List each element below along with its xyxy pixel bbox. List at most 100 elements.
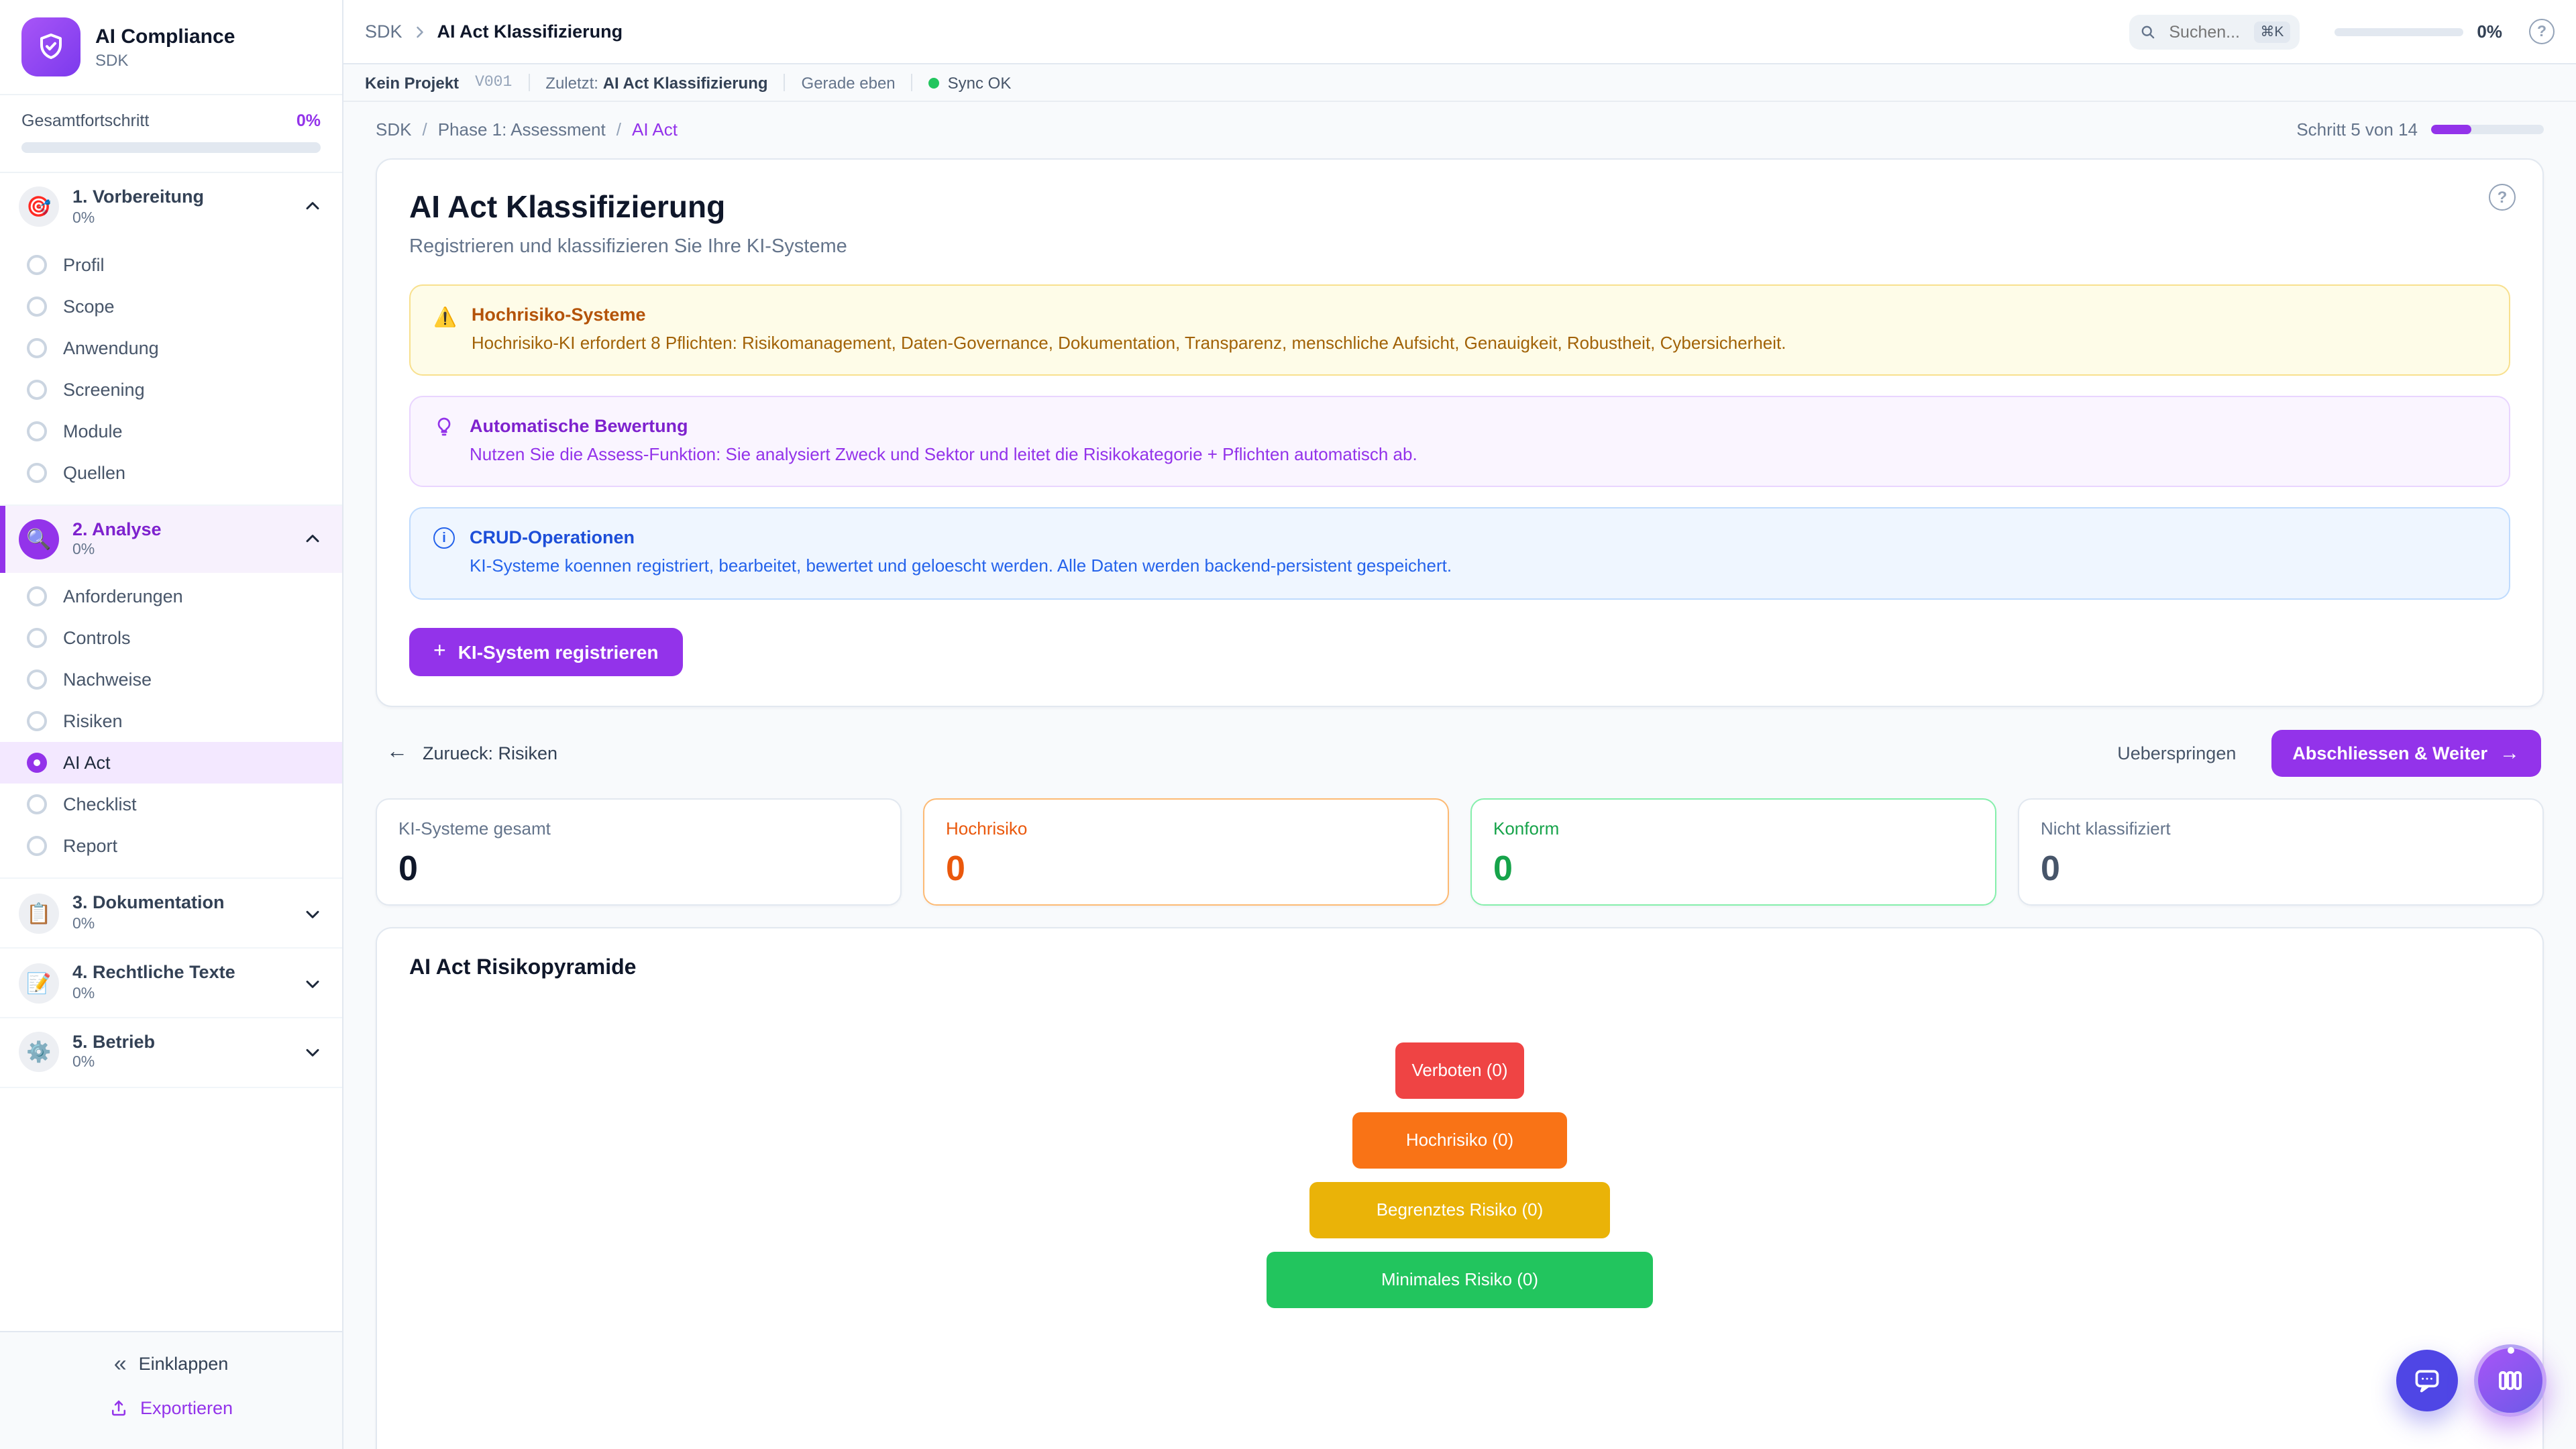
finish-next-button[interactable]: Abschliessen & Weiter → [2271,729,2541,777]
sync-label: Sync OK [947,73,1012,92]
sidebar-item-nachweise[interactable]: Nachweise [0,659,342,701]
radio-unselected-icon [27,586,47,607]
divider [528,74,530,91]
sidebar-section-vorbereitung[interactable]: 🎯 1. Vorbereitung 0% [0,173,342,241]
step-label: Schritt 5 von 14 [2296,119,2418,140]
sidebar-section-analyse[interactable]: 🔍 2. Analyse 0% [0,505,342,574]
app-subtitle: SDK [95,50,129,69]
help-icon[interactable]: ? [2529,19,2555,44]
sidebar-item-module[interactable]: Module [0,410,342,451]
board-fab-button[interactable] [2474,1344,2546,1417]
sidebar-section-betrieb[interactable]: ⚙️ 5. Betrieb 0% [0,1018,342,1086]
chevron-up-icon [302,197,323,218]
section-label: 5. Betrieb [72,1031,156,1052]
sidebar-section-rechtliche-texte[interactable]: 📝 4. Rechtliche Texte 0% [0,949,342,1016]
stat-value: 0 [946,847,965,888]
sidebar-item-risiken[interactable]: Risiken [0,701,342,743]
info-icon: i [433,527,455,549]
main-column: SDK AI Act Klassifizierung ⌘K 0% ? [343,0,2576,1449]
collapse-sidebar-button[interactable]: « Einklappen [106,1351,237,1377]
overall-progress-track [21,142,321,153]
alert-hochrisiko: ⚠️ Hochrisiko-Systeme Hochrisiko-KI erfo… [409,284,2510,376]
export-button[interactable]: Exportieren [101,1397,241,1419]
overall-progress-value: 0% [296,111,321,130]
breadcrumb-separator: / [422,119,427,140]
sidebar-item-controls[interactable]: Controls [0,618,342,659]
section-analyse: 🔍 2. Analyse 0% Anforderungen Controls N… [0,505,342,879]
alert-crud-operationen: i CRUD-Operationen KI-Systeme koennen re… [409,507,2510,600]
breadcrumb-phase[interactable]: Phase 1: Assessment [437,119,606,140]
plus-icon: + [433,639,446,663]
sync-ok-dot-icon [928,78,940,89]
overall-progress-label: Gesamtfortschritt [21,111,150,130]
sidebar-section-dokumentation[interactable]: 📋 3. Dokumentation 0% [0,879,342,947]
stat-label: Konform [1493,818,1560,839]
export-label: Exportieren [140,1398,233,1418]
shield-check-icon [21,17,80,76]
upload-icon [109,1398,129,1418]
chat-fab-button[interactable] [2396,1350,2458,1411]
item-label: AI Act [63,753,111,773]
section-dokumentation: 📋 3. Dokumentation 0% [0,879,342,949]
item-label: Controls [63,628,131,649]
alert-text: Hochrisiko-KI erfordert 8 Pflichten: Ris… [471,333,1786,353]
sidebar-item-scope[interactable]: Scope [0,285,342,327]
item-label: Anwendung [63,337,159,358]
back-button[interactable]: ← Zurueck: Risiken [378,739,566,766]
sidebar-item-anforderungen[interactable]: Anforderungen [0,576,342,618]
gear-icon: ⚙️ [26,1041,52,1065]
breadcrumb-ai-act: AI Act [632,119,678,140]
sidebar-item-checklist[interactable]: Checklist [0,784,342,826]
section-label: 3. Dokumentation [72,892,225,913]
chevron-down-icon [302,903,323,924]
pyramid-title: AI Act Risikopyramide [409,956,637,979]
next-label: Abschliessen & Weiter [2292,743,2487,763]
stats-row: KI-Systeme gesamt 0 Hochrisiko 0 Konform… [376,798,2544,906]
divider [784,74,786,91]
wizard-nav-row: ← Zurueck: Risiken Ueberspringen Abschli… [378,729,2541,777]
section-betrieb: ⚙️ 5. Betrieb 0% [0,1018,342,1088]
section-percent: 0% [72,1055,95,1071]
main-content: SDK / Phase 1: Assessment / AI Act Schri… [343,102,2576,1449]
dart-icon: 🎯 [26,196,52,219]
overall-progress: Gesamtfortschritt 0% [0,95,342,173]
sidebar-item-screening[interactable]: Screening [0,368,342,410]
item-label: Profil [63,254,105,275]
collapse-label: Einklappen [138,1354,229,1374]
stat-label: KI-Systeme gesamt [398,818,551,839]
sidebar-item-ai-act[interactable]: AI Act [0,742,342,784]
memo-icon: 📝 [26,972,52,996]
stat-card-gesamt: KI-Systeme gesamt 0 [376,798,902,906]
sidebar-item-quellen[interactable]: Quellen [0,451,342,493]
search-icon [2138,22,2157,41]
radio-unselected-icon [27,669,47,690]
stat-card-konform: Konform 0 [1470,798,1996,906]
section-percent: 0% [72,985,95,1002]
clipboard-icon: 📋 [26,902,52,926]
alert-title: Hochrisiko-Systeme [471,305,646,325]
item-label: Quellen [63,462,126,483]
search-input[interactable] [2166,21,2245,42]
sidebar-item-profil[interactable]: Profil [0,244,342,285]
register-ki-system-button[interactable]: + KI-System registrieren [409,627,683,676]
skip-button[interactable]: Ueberspringen [2109,741,2244,764]
section-percent: 0% [72,916,95,932]
card-help-icon[interactable]: ? [2489,184,2516,211]
radio-unselected-icon [27,836,47,857]
columns-board-icon [2494,1364,2526,1397]
pyramid-level-minimales-risiko: Minimales Risiko (0) [1267,1251,1653,1308]
stat-label: Nicht klassifiziert [2041,818,2171,839]
sidebar-item-report[interactable]: Report [0,826,342,867]
radio-unselected-icon [27,628,47,649]
header-progress-value: 0% [2477,21,2502,42]
breadcrumb-root[interactable]: SDK [365,21,402,42]
divider [911,74,913,91]
arrow-right-icon: → [2500,741,2520,765]
sidebar-item-anwendung[interactable]: Anwendung [0,327,342,368]
breadcrumb-sdk[interactable]: SDK [376,119,412,140]
section-percent: 0% [72,542,95,559]
chevron-down-icon [302,1042,323,1063]
item-label: Checklist [63,794,137,815]
search-box[interactable]: ⌘K [2129,14,2300,49]
